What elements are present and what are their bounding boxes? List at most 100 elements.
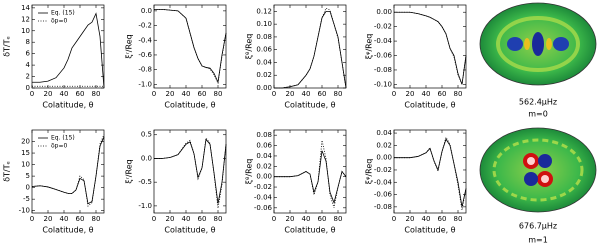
y-tick-label: -0.2 xyxy=(138,22,152,30)
data-line xyxy=(154,137,227,209)
x-axis-label: Colatitude, θ xyxy=(284,226,335,235)
x-tick-label: 20 xyxy=(166,90,175,98)
x-tick-label: 20 xyxy=(406,90,415,98)
x-axis-label: Colatitude, θ xyxy=(284,101,335,110)
x-axis-label: Colatitude, θ xyxy=(404,101,455,110)
mode-order: m=0 xyxy=(528,110,548,119)
x-tick-label: 0 xyxy=(272,90,276,98)
y-tick-label: -0.6 xyxy=(138,51,152,59)
y-axis-label: ξᵠ/Req xyxy=(365,159,374,185)
x-tick-label: 0 xyxy=(30,215,34,223)
x-tick-label: 0 xyxy=(152,90,156,98)
data-line xyxy=(394,138,467,207)
x-tick-label: 20 xyxy=(286,215,295,223)
y-tick-label: 0.5 xyxy=(141,131,152,139)
y-tick-label: 0.02 xyxy=(256,71,272,79)
y-axis-label: δT/Tₑ xyxy=(3,161,12,182)
y-tick-label: -0.04 xyxy=(374,37,393,45)
data-line xyxy=(394,11,467,85)
y-tick-label: -5 xyxy=(23,195,30,203)
x-tick-label: 60 xyxy=(438,215,447,223)
x-tick-label: 0 xyxy=(392,215,396,223)
data-line xyxy=(274,7,347,89)
x-tick-label: 20 xyxy=(286,90,295,98)
y-tick-label: -0.02 xyxy=(254,183,272,191)
x-tick-label: 80 xyxy=(334,215,343,223)
y-tick-label: 12 xyxy=(21,15,30,23)
y-tick-label: 8 xyxy=(26,38,30,46)
legend-label: δp=0 xyxy=(51,143,68,150)
x-tick-label: 0 xyxy=(272,215,276,223)
y-tick-label: 0.06 xyxy=(256,46,272,54)
y-tick-label: 0.02 xyxy=(256,162,272,170)
plot-frame xyxy=(273,4,347,89)
y-tick-label: 0.02 xyxy=(376,141,392,149)
y-tick-label: -0.8 xyxy=(138,66,152,74)
mode-image-top xyxy=(479,2,597,86)
data-line xyxy=(32,12,105,89)
x-tick-label: 40 xyxy=(302,215,311,223)
y-tick-label: -0.02 xyxy=(374,166,392,174)
y-tick-label: -0.08 xyxy=(374,203,392,211)
y-tick-label: 15 xyxy=(21,149,30,157)
x-tick-label: 60 xyxy=(76,90,85,98)
data-line xyxy=(154,138,227,204)
y-tick-label: -1.0 xyxy=(138,80,152,88)
x-tick-label: 60 xyxy=(198,215,207,223)
y-tick-label: 0.04 xyxy=(256,152,272,160)
y-tick-label: 0.04 xyxy=(376,129,392,137)
mode-frequency: 676.7μHz xyxy=(519,222,557,231)
y-axis-label: ξʳ/Req xyxy=(125,34,134,58)
mode-frequency: 562.4μHz xyxy=(519,98,557,107)
y-axis-label: δT/Tₑ xyxy=(3,36,12,57)
data-line xyxy=(154,9,227,85)
y-tick-label: -0.5 xyxy=(138,178,152,186)
y-tick-label: -0.06 xyxy=(254,204,273,212)
x-tick-label: 80 xyxy=(454,215,463,223)
data-line xyxy=(31,136,105,205)
y-tick-label: 6 xyxy=(26,50,31,58)
y-tick-label: 0.00 xyxy=(256,173,272,181)
y-tick-label: -10 xyxy=(19,207,30,215)
y-tick-label: 10 xyxy=(21,161,30,169)
y-tick-label: 5 xyxy=(26,172,30,180)
data-line xyxy=(394,11,467,86)
y-tick-label: 0.00 xyxy=(376,154,392,162)
y-tick-label: -0.04 xyxy=(374,178,393,186)
x-tick-label: 60 xyxy=(318,90,327,98)
x-tick-label: 40 xyxy=(422,215,431,223)
y-tick-label: 0.08 xyxy=(256,131,272,139)
legend-label: Eq. (15) xyxy=(51,10,75,17)
x-tick-label: 80 xyxy=(92,90,101,98)
x-tick-label: 40 xyxy=(182,215,191,223)
x-tick-label: 80 xyxy=(454,90,463,98)
y-tick-label: 0.12 xyxy=(256,7,272,15)
y-axis-label: ξᵠ/Req xyxy=(365,34,374,60)
x-tick-label: 0 xyxy=(392,90,396,98)
data-line xyxy=(274,10,347,89)
x-tick-label: 40 xyxy=(302,90,311,98)
x-tick-label: 20 xyxy=(44,215,53,223)
x-tick-label: 80 xyxy=(334,90,343,98)
y-tick-label: 0 xyxy=(26,84,30,92)
x-tick-label: 40 xyxy=(60,215,69,223)
y-tick-label: 20 xyxy=(21,138,30,146)
x-tick-label: 40 xyxy=(60,90,69,98)
data-line xyxy=(274,140,347,208)
plot-frame xyxy=(273,129,347,214)
plot-frame xyxy=(153,129,227,214)
y-tick-label: -0.10 xyxy=(374,80,392,88)
x-tick-label: 80 xyxy=(214,215,223,223)
y-tick-label: 0.06 xyxy=(256,142,272,150)
x-tick-label: 20 xyxy=(166,215,175,223)
x-tick-label: 60 xyxy=(438,90,447,98)
x-axis-label: Colatitude, θ xyxy=(164,226,215,235)
y-tick-label: 0.0 xyxy=(141,154,152,162)
y-tick-label: 14 xyxy=(21,4,30,12)
mode-order: m=1 xyxy=(528,236,548,245)
plot-frame xyxy=(31,4,105,89)
plot-frame xyxy=(393,129,467,214)
data-line xyxy=(154,9,227,84)
y-axis-label: ξᶿ/Req xyxy=(245,34,254,60)
